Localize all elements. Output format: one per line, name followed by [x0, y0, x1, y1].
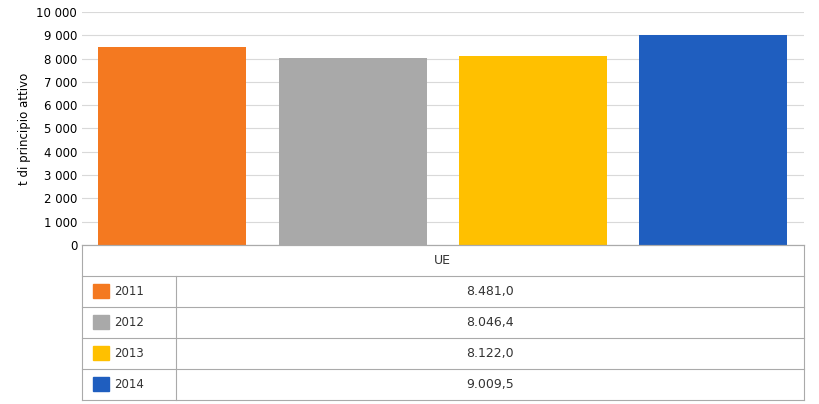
Text: 2012: 2012 — [115, 316, 144, 329]
Text: 8.046,4: 8.046,4 — [465, 316, 513, 329]
Bar — [93, 347, 109, 360]
Bar — [278, 58, 426, 245]
Bar — [639, 35, 786, 245]
Text: 2011: 2011 — [115, 285, 144, 298]
Y-axis label: t di principio attivo: t di principio attivo — [18, 72, 31, 185]
Text: 8.122,0: 8.122,0 — [465, 347, 513, 360]
Text: UE: UE — [434, 254, 450, 267]
Bar — [459, 56, 606, 245]
Text: 2014: 2014 — [115, 378, 144, 391]
Bar — [93, 316, 109, 329]
Bar — [93, 377, 109, 391]
Bar — [98, 47, 246, 245]
Bar — [93, 284, 109, 298]
Text: 9.009,5: 9.009,5 — [465, 378, 513, 391]
Text: 2013: 2013 — [115, 347, 144, 360]
Text: 8.481,0: 8.481,0 — [465, 285, 513, 298]
